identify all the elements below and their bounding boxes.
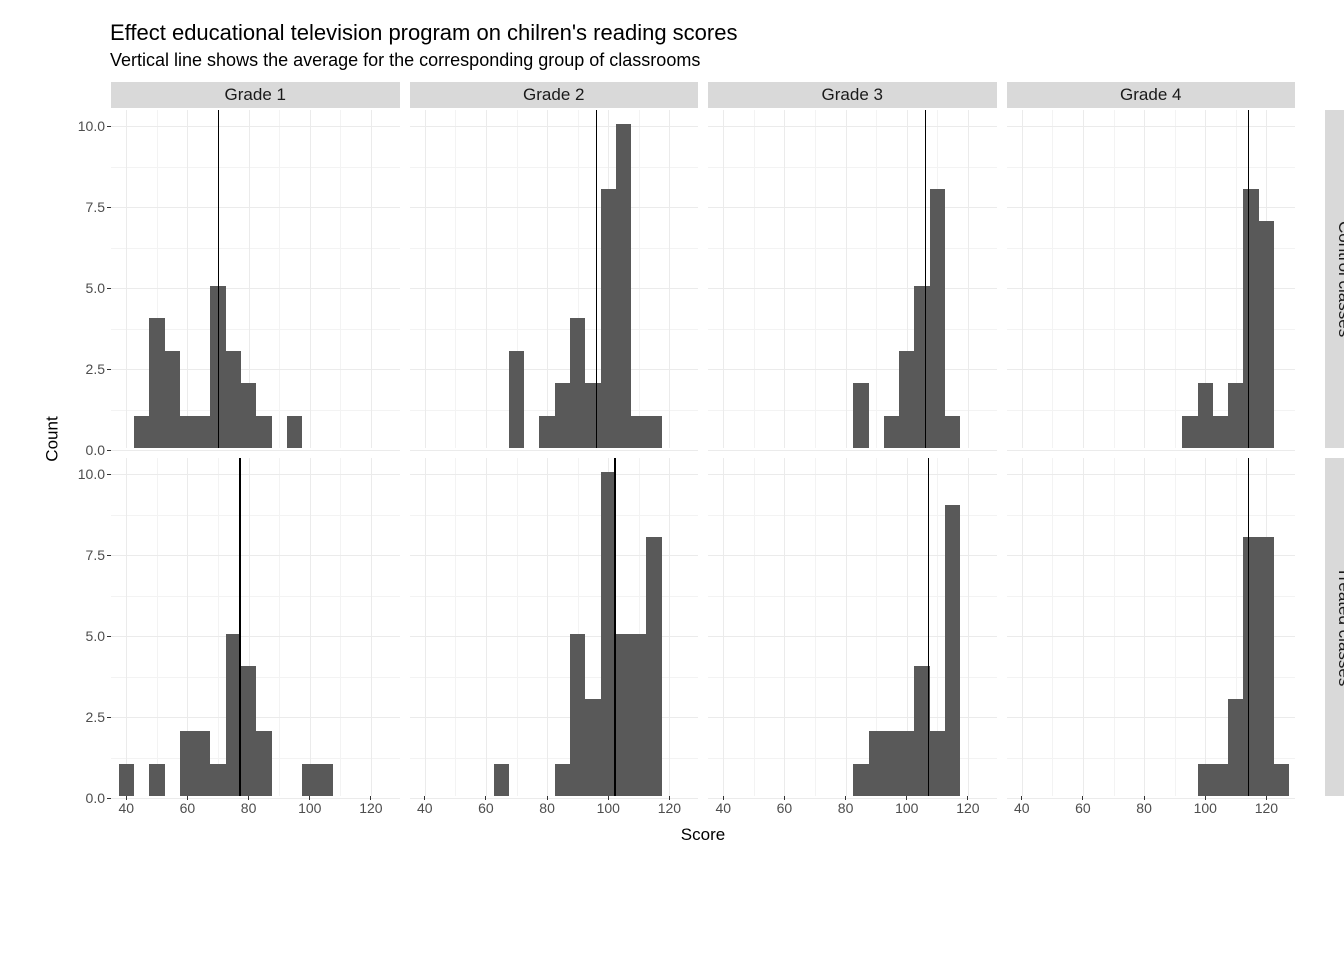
histogram-bar <box>302 764 317 796</box>
histogram-bar <box>616 634 631 796</box>
histogram-bar <box>1228 383 1243 448</box>
chart-container: Effect educational television program on… <box>20 20 1344 845</box>
histogram-bar <box>1228 699 1243 796</box>
histogram-bar <box>853 383 868 448</box>
mean-line <box>1248 110 1249 448</box>
histogram-bar <box>180 731 195 796</box>
histogram-bar <box>853 764 868 796</box>
col-strip: Grade 1 <box>110 81 401 109</box>
histogram-bar <box>631 634 646 796</box>
facet-panel: 0.02.55.07.510.0 <box>110 109 401 449</box>
histogram-bar <box>287 416 302 448</box>
histogram-bar <box>1259 537 1274 796</box>
mean-line <box>596 110 597 448</box>
histogram-bar <box>256 731 271 796</box>
facet-panel <box>1006 109 1297 449</box>
histogram-bar <box>1198 383 1213 448</box>
facet-panel: 406080100120 <box>707 457 998 797</box>
facet-panel: 0.02.55.07.510.0406080100120 <box>110 457 401 797</box>
histogram-bar <box>539 416 554 448</box>
col-strip: Grade 4 <box>1006 81 1297 109</box>
x-axis-title: Score <box>110 825 1296 845</box>
histogram-bar <box>509 351 524 448</box>
histogram-bar <box>631 416 646 448</box>
row-strip: Control classes <box>1324 109 1344 449</box>
histogram-bar <box>149 764 164 796</box>
histogram-bar <box>256 416 271 448</box>
histogram-bar <box>930 189 945 448</box>
histogram-bar <box>134 416 149 448</box>
histogram-bar <box>1182 416 1197 448</box>
histogram-bar <box>1274 764 1289 796</box>
histogram-bar <box>1259 221 1274 448</box>
histogram-bar <box>1198 764 1213 796</box>
facet-panel <box>707 109 998 449</box>
histogram-bar <box>241 383 256 448</box>
histogram-bar <box>1243 189 1258 448</box>
histogram-bar <box>945 416 960 448</box>
row-strip: Treated classes <box>1324 457 1344 797</box>
histogram-bar <box>494 764 509 796</box>
histogram-bar <box>165 351 180 448</box>
histogram-bar <box>555 764 570 796</box>
chart-subtitle: Vertical line shows the average for the … <box>110 50 1344 71</box>
facet-panel: 406080100120 <box>1006 457 1297 797</box>
histogram-bar <box>585 383 600 448</box>
histogram-bar <box>884 416 899 448</box>
histogram-bar <box>914 286 929 448</box>
mean-line <box>239 458 240 796</box>
histogram-bar <box>601 189 616 448</box>
y-tick-label: 10.0 <box>78 118 111 134</box>
mean-line <box>218 110 219 448</box>
histogram-bar <box>241 666 256 796</box>
histogram-bar <box>884 731 899 796</box>
histogram-bar <box>1213 764 1228 796</box>
histogram-bar <box>195 416 210 448</box>
histogram-bar <box>555 383 570 448</box>
histogram-bar <box>585 699 600 796</box>
y-tick-label: 10.0 <box>78 466 111 482</box>
histogram-bar <box>930 731 945 796</box>
histogram-bar <box>616 124 631 448</box>
histogram-bar <box>570 634 585 796</box>
mean-line <box>928 458 929 796</box>
histogram-bar <box>210 764 225 796</box>
histogram-bar <box>226 351 241 448</box>
col-strip: Grade 2 <box>409 81 700 109</box>
histogram-bar <box>646 416 661 448</box>
histogram-bar <box>899 731 914 796</box>
mean-line <box>1248 458 1249 796</box>
facet-grid: Grade 1 Grade 2Grade 3 Grade 4 Control clas… <box>20 81 1344 797</box>
histogram-bar <box>1213 416 1228 448</box>
mean-line <box>614 458 615 796</box>
histogram-bar <box>945 505 960 796</box>
histogram-bar <box>317 764 332 796</box>
chart-title: Effect educational television program on… <box>110 20 1344 46</box>
facet-panel: 406080100120 <box>409 457 700 797</box>
histogram-bar <box>570 318 585 448</box>
col-strip: Grade 3 <box>707 81 998 109</box>
histogram-bar <box>180 416 195 448</box>
histogram-bar <box>149 318 164 448</box>
histogram-bar <box>899 351 914 448</box>
facet-panel <box>409 109 700 449</box>
histogram-bar <box>119 764 134 796</box>
histogram-bar <box>646 537 661 796</box>
histogram-bar <box>869 731 884 796</box>
mean-line <box>925 110 926 448</box>
histogram-bar <box>1243 537 1258 796</box>
histogram-bar <box>195 731 210 796</box>
